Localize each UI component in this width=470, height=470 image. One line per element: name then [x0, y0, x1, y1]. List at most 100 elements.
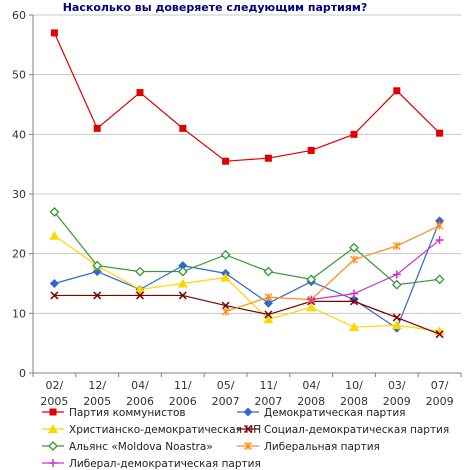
- y-tick-label: 0: [19, 367, 26, 380]
- legend-item: Социал-демократическая партия: [237, 424, 449, 436]
- data-point: [392, 270, 401, 279]
- x-tick-label: 04/2006: [126, 379, 154, 408]
- legend-item: Альянс «Moldova Noastra»: [42, 441, 213, 453]
- y-tick-label: 50: [12, 69, 26, 82]
- data-point: [177, 278, 188, 288]
- y-tick-label: 40: [12, 128, 26, 141]
- legend-label: Либерал-демократическая партия: [69, 458, 261, 470]
- x-tick-label: 12/2005: [83, 379, 111, 408]
- data-point: [393, 87, 401, 95]
- data-point: [136, 89, 144, 97]
- x-tick-label: 05/2007: [212, 379, 240, 408]
- data-point: [49, 206, 60, 217]
- data-point: [392, 241, 401, 250]
- legend-item: Демократическая партия: [237, 407, 405, 419]
- series-5: [49, 206, 445, 290]
- data-point: [392, 313, 401, 322]
- legend-label: Христианско-демократическая НП: [69, 424, 261, 436]
- series-7: [307, 235, 444, 304]
- legend-marker: [48, 424, 58, 433]
- legend-label: Социал-демократическая партия: [264, 424, 449, 436]
- data-point: [93, 124, 101, 132]
- legend-marker: [243, 407, 253, 417]
- legend-label: Партия коммунистов: [69, 407, 186, 419]
- data-point: [349, 242, 359, 253]
- y-tick-label: 60: [12, 9, 26, 22]
- data-point: [435, 221, 444, 230]
- y-tick-label: 20: [12, 248, 26, 261]
- data-point: [350, 289, 358, 298]
- legend-marker: [243, 424, 253, 434]
- series-line: [53, 32, 441, 162]
- data-point: [177, 266, 188, 277]
- legend-marker: [49, 459, 57, 467]
- x-tick-label: 04/2008: [297, 379, 325, 408]
- legend-label: Альянс «Moldova Noastra»: [69, 441, 213, 453]
- x-tick-label: 10/2008: [340, 379, 368, 408]
- series-line: [53, 211, 440, 286]
- data-point: [50, 291, 59, 300]
- series-line: [54, 294, 440, 335]
- series-line: [54, 235, 440, 332]
- legend-item: Либерал-демократическая партия: [42, 458, 261, 470]
- legend-label: Демократическая партия: [264, 407, 405, 419]
- data-point: [50, 29, 58, 37]
- series-line: [311, 239, 440, 301]
- x-tick-label: 03/2009: [383, 379, 411, 408]
- data-point: [435, 330, 444, 339]
- data-point: [220, 249, 231, 260]
- legend-label: Либеральная партия: [264, 441, 380, 453]
- chart-title: Насколько вы доверяете следующим партиям…: [63, 1, 368, 14]
- data-point: [93, 291, 102, 300]
- data-point: [263, 298, 273, 308]
- data-point: [179, 124, 187, 132]
- data-point: [307, 295, 316, 304]
- legend-marker: [49, 408, 57, 416]
- data-point: [307, 146, 315, 154]
- gridlines: [33, 14, 461, 314]
- series-4: [50, 291, 444, 339]
- data-point: [306, 302, 317, 312]
- legend-item: Либеральная партия: [237, 441, 380, 453]
- data-point: [435, 235, 444, 244]
- series-line: [225, 225, 440, 313]
- data-point: [264, 154, 272, 162]
- data-point: [264, 293, 273, 302]
- axes: [29, 14, 462, 377]
- data-point: [434, 274, 445, 285]
- data-point: [436, 129, 444, 137]
- data-point: [350, 130, 358, 138]
- data-point: [263, 314, 274, 324]
- data-point: [135, 266, 145, 277]
- data-point: [49, 279, 59, 288]
- legend-marker: [48, 441, 58, 451]
- legend-item: Христианско-демократическая НП: [42, 424, 261, 436]
- data-point: [391, 279, 402, 290]
- data-point: [178, 291, 187, 300]
- series-group: [49, 29, 445, 339]
- y-tick-label: 30: [12, 188, 26, 201]
- data-point: [263, 266, 274, 277]
- data-point: [306, 274, 317, 285]
- data-point: [221, 301, 230, 310]
- series-1: [50, 29, 444, 165]
- data-point: [49, 230, 60, 240]
- x-tick-label: 02/2005: [40, 379, 68, 408]
- data-point: [391, 320, 402, 330]
- series-line: [54, 220, 441, 330]
- data-point: [92, 260, 103, 271]
- data-point: [135, 291, 145, 300]
- data-point: [350, 255, 358, 264]
- data-point: [178, 261, 188, 271]
- legend-marker: [244, 442, 252, 450]
- legend: Партия коммунистов Демократическая партия…: [42, 407, 449, 470]
- y-tick-label: 10: [12, 307, 26, 320]
- series-3: [49, 230, 445, 336]
- data-point: [222, 157, 230, 165]
- x-tick-label: 11/2006: [169, 379, 197, 408]
- data-point: [349, 297, 359, 306]
- data-point: [221, 307, 230, 316]
- y-axis-ticks: 0 10 20 30 40 50 60: [12, 9, 26, 380]
- x-axis-ticks: 02/2005 12/2005 04/2006 11/2006 05/2007 11/20…: [40, 379, 453, 408]
